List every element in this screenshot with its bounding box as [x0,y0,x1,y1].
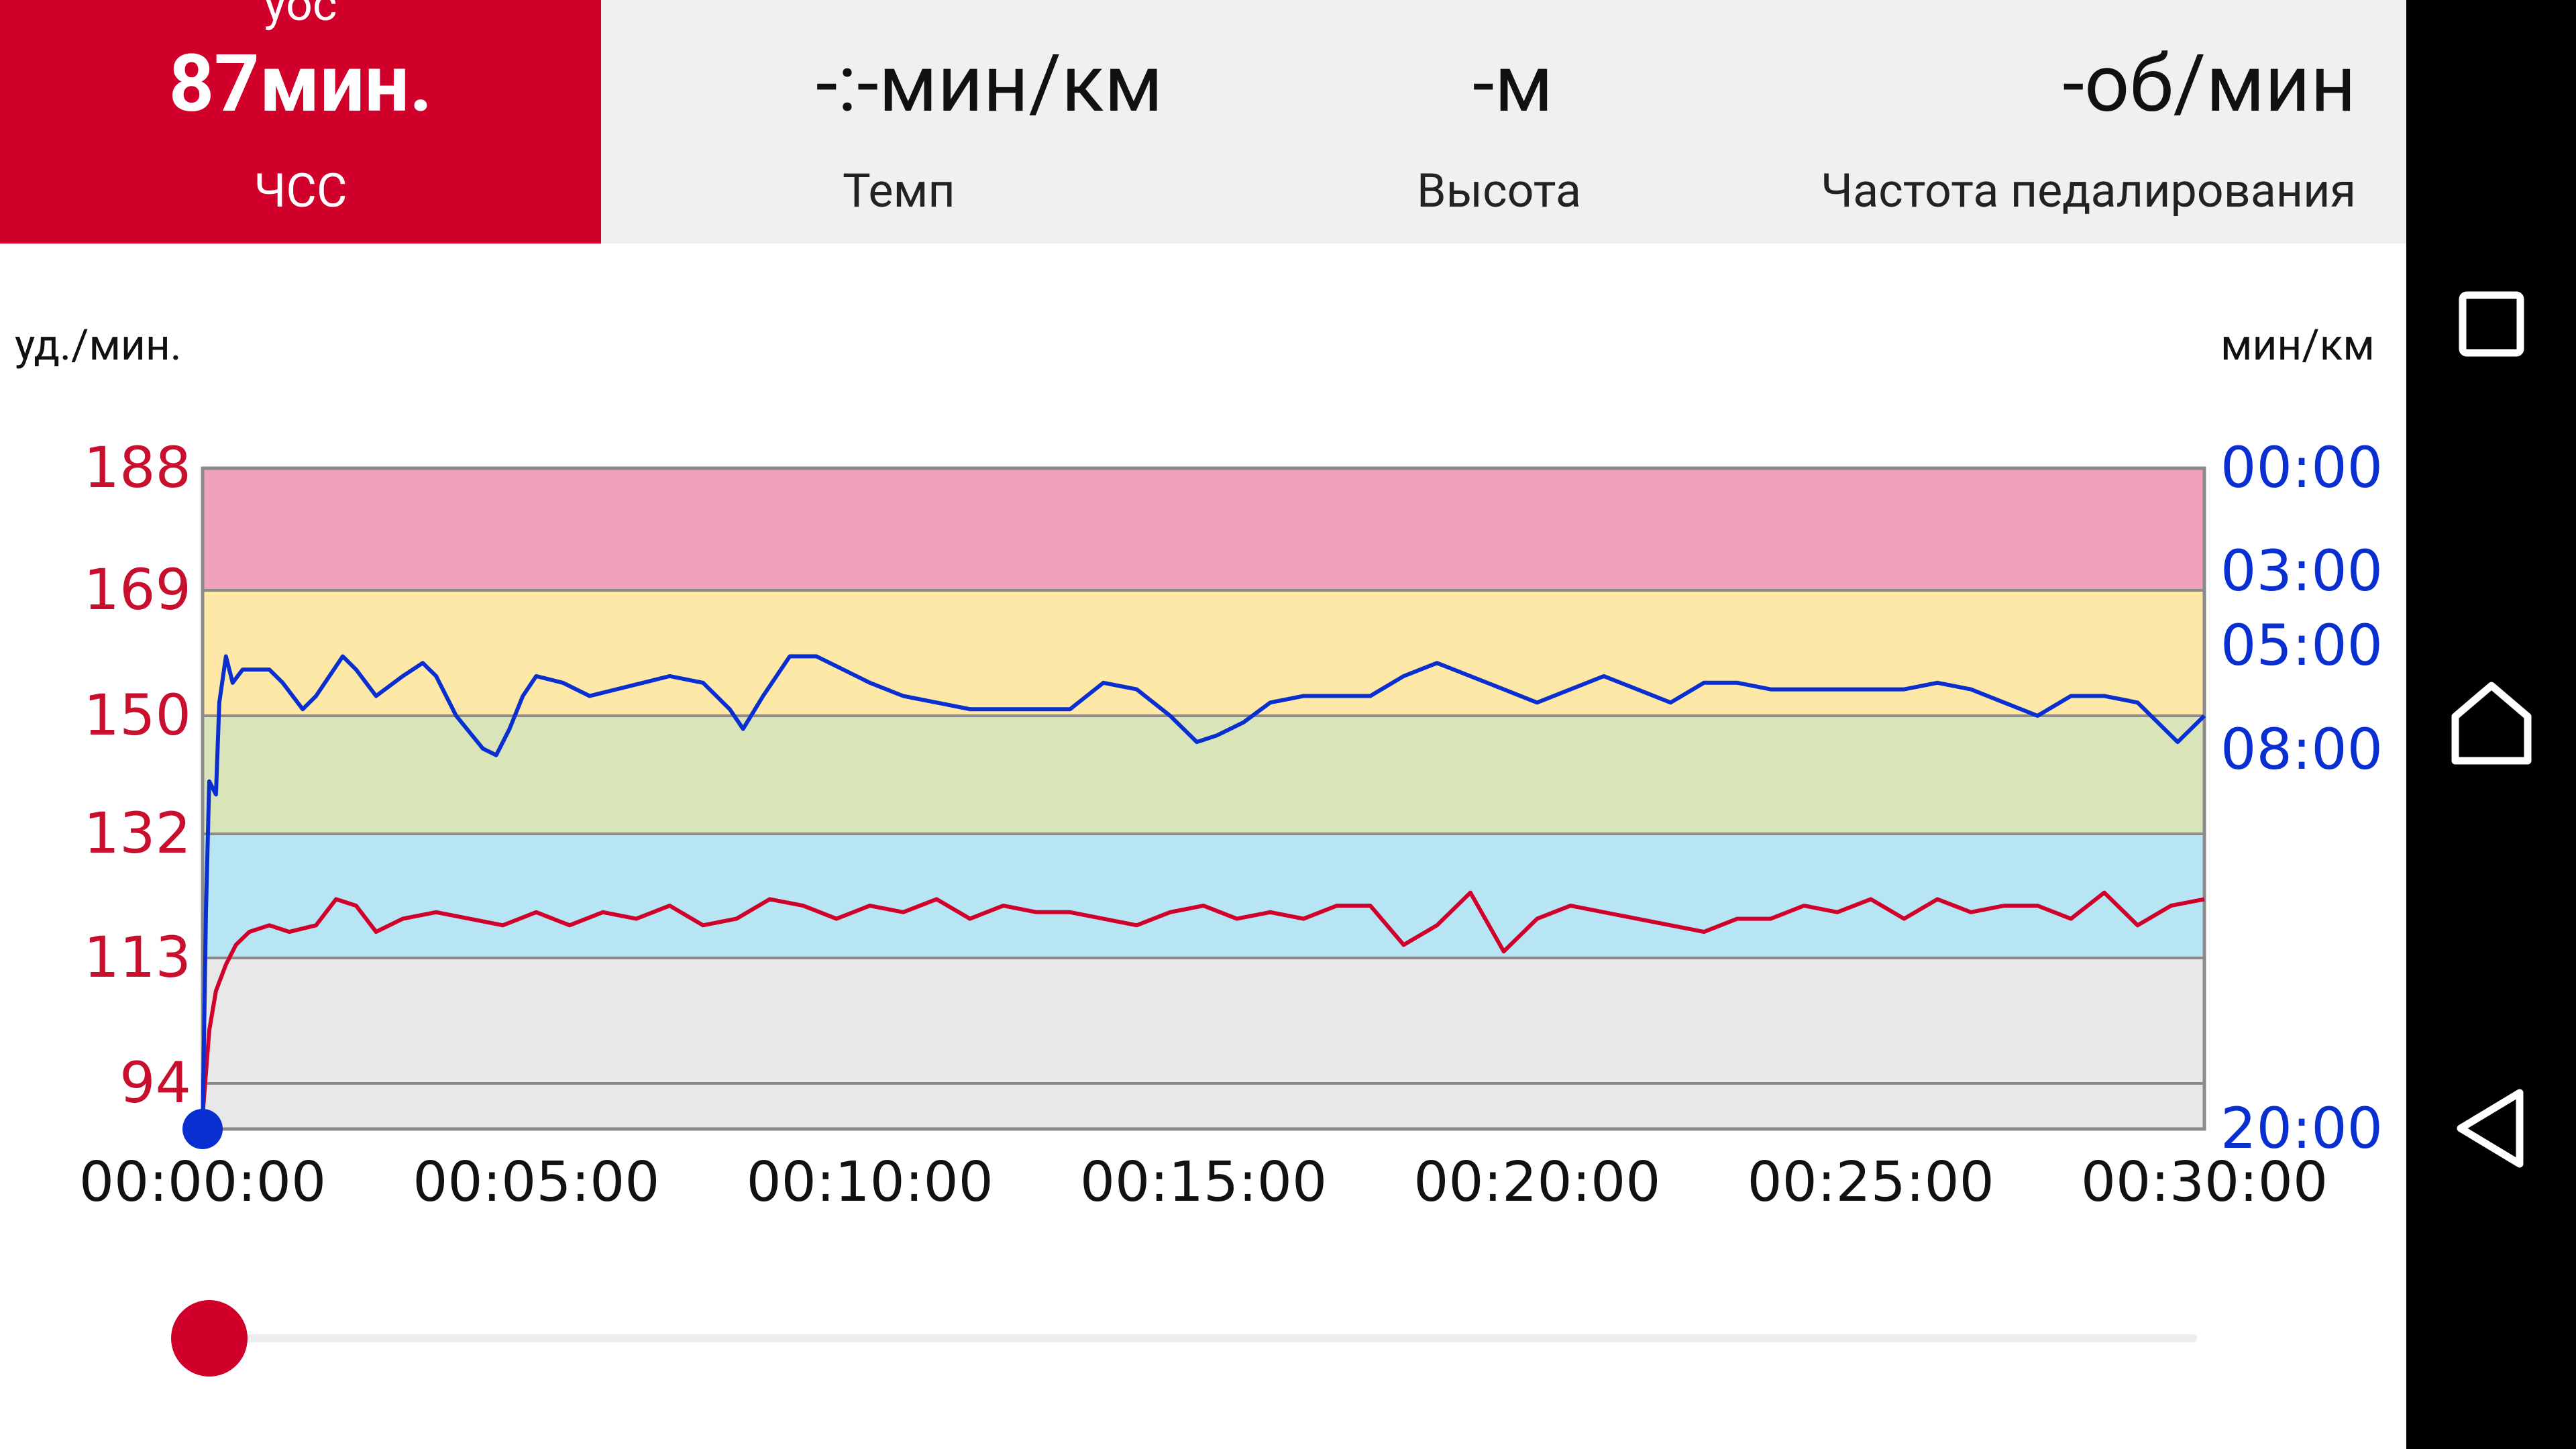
right-axis-tick-label: 00:00 [2220,435,2383,500]
left-axis-tick-label: 94 [119,1050,191,1116]
stats-header: уос 87мин. ЧСС -:-мин/км Темп -м Высота … [0,0,2406,244]
left-axis-tick-label: 169 [84,557,191,623]
back-triangle-icon [2457,1089,2523,1168]
back-button[interactable] [2406,1061,2576,1195]
cadence-label: Частота педалирования [1821,164,2356,219]
hr-zone-band [203,834,2204,958]
hr-zone-band [203,958,2204,1129]
x-axis-tick-label: 00:25:00 [1748,1150,1994,1208]
x-axis-tick-label: 00:05:00 [413,1150,659,1208]
x-axis-tick-label: 00:30:00 [2081,1150,2328,1208]
heart-rate-series-line [201,890,2205,1116]
stat-heart-rate[interactable]: уос 87мин. ЧСС [0,0,601,244]
start-marker [182,1109,223,1149]
stat-cadence[interactable]: -об/мин Частота педалирования [1744,0,2388,244]
right-axis-unit: мин/км [2220,320,2375,370]
left-axis-tick-label: 188 [84,435,191,500]
left-axis-unit: уд./мин. [15,320,182,370]
altitude-value: -м [1472,38,1554,130]
right-axis-tick-label: 03:00 [2220,538,2383,604]
left-axis-tick-label: 113 [84,924,191,990]
x-axis-tick-label: 00:15:00 [1080,1150,1327,1208]
right-axis-tick-label: 20:00 [2220,1095,2383,1161]
scrubber-track[interactable] [211,1334,2197,1342]
stat-altitude[interactable]: -м Высота [1315,0,1690,244]
pace-series-line [201,654,2206,1130]
right-axis-tick-label: 08:00 [2220,716,2383,782]
right-axis-tick-label: 05:00 [2220,612,2383,678]
home-icon [2451,682,2531,765]
pace-label: Темп [843,164,955,219]
hr-zone-band [203,468,2204,590]
cadence-value: -об/мин [2062,38,2356,130]
left-axis-tick-label: 132 [84,800,191,866]
android-nav-bar [2406,0,2576,1449]
heart-rate-label: ЧСС [254,164,347,219]
activity-screen: уос 87мин. ЧСС -:-мин/км Темп -м Высота … [0,0,2406,1379]
pace-value: -:-мин/км [816,38,1163,130]
home-button[interactable] [2406,657,2576,792]
x-axis-tick-label: 00:20:00 [1413,1150,1660,1208]
left-axis-tick-label: 150 [84,682,191,748]
recents-square-icon [2459,291,2524,357]
recents-button[interactable] [2406,257,2576,391]
altitude-label: Высота [1417,164,1581,219]
timeline-scrubber[interactable] [171,1298,2197,1379]
plot-frame [201,466,2206,1131]
hr-zone-band [203,590,2204,716]
scrubber-thumb[interactable] [171,1300,248,1377]
x-axis-tick-label: 00:00:00 [79,1150,326,1208]
clipped-text: уос [264,0,337,32]
stat-pace[interactable]: -:-мин/км Темп [601,0,1272,244]
hr-zone-band [203,716,2204,834]
heart-rate-value: 87мин. [168,38,433,130]
heart-rate-pace-chart[interactable]: 188 169 150 132 113 94 00:00 03:00 05:00 08:00 20:… [0,402,2406,1208]
x-axis-tick-label: 00:10:00 [747,1150,994,1208]
